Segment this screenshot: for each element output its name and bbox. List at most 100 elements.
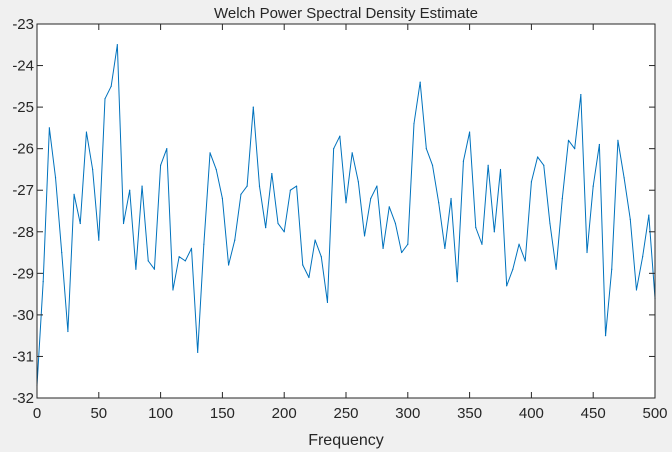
chart-title: Welch Power Spectral Density Estimate: [214, 5, 478, 22]
data-point: [555, 268, 557, 270]
data-point: [42, 281, 44, 283]
data-point: [351, 152, 353, 154]
data-point: [518, 243, 520, 245]
data-point: [283, 231, 285, 233]
data-point: [234, 239, 236, 241]
y-tick-label: -24: [12, 58, 34, 75]
y-tick-label: -27: [12, 182, 34, 199]
data-point: [295, 185, 298, 187]
data-point: [475, 227, 477, 229]
data-point: [116, 44, 118, 46]
data-point: [487, 164, 489, 166]
data-point: [73, 193, 75, 195]
data-point: [543, 164, 545, 166]
data-point: [221, 197, 223, 200]
data-point: [598, 143, 600, 146]
data-point: [104, 98, 106, 100]
data-point: [401, 251, 403, 254]
data-point: [444, 247, 446, 249]
x-tick-label: 0: [33, 405, 41, 422]
data-point: [363, 235, 366, 237]
data-point: [240, 193, 242, 195]
data-point: [277, 222, 279, 225]
data-point: [512, 268, 514, 270]
data-point: [462, 160, 465, 162]
y-tick-label: -29: [12, 265, 34, 282]
data-point: [431, 164, 434, 166]
data-point: [314, 239, 316, 241]
data-point: [265, 227, 267, 229]
data-point: [345, 202, 347, 204]
data-point: [98, 239, 100, 241]
data-point: [388, 206, 390, 208]
x-tick-label: 400: [519, 405, 544, 422]
data-point: [586, 251, 588, 254]
data-point: [574, 148, 576, 150]
data-point: [92, 168, 94, 171]
data-point: [339, 135, 341, 137]
data-point: [333, 148, 335, 150]
data-point: [122, 222, 125, 225]
data-point: [413, 123, 415, 125]
x-tick-label: 50: [90, 405, 107, 422]
data-point: [252, 106, 254, 108]
x-tick-label: 500: [642, 405, 667, 422]
data-point: [419, 81, 421, 83]
data-point: [456, 281, 458, 283]
plot-area: [37, 24, 655, 398]
data-layer: [36, 44, 656, 387]
data-point: [227, 264, 230, 266]
y-axis: -32 -31 -30 -29 -28 -27 -26 -25 -24 -23: [12, 16, 655, 407]
data-point: [178, 256, 180, 258]
y-tick-label: -30: [12, 307, 34, 324]
data-point: [308, 276, 310, 279]
data-point: [110, 85, 112, 87]
y-tick-label: -25: [12, 99, 34, 116]
data-point: [530, 181, 533, 183]
x-tick-label: 350: [457, 405, 482, 422]
x-tick-label: 300: [395, 405, 420, 422]
data-point: [258, 185, 261, 187]
data-point: [190, 247, 193, 249]
data-point: [592, 185, 594, 187]
data-point: [203, 243, 205, 245]
data-point: [67, 330, 69, 333]
data-point: [549, 222, 551, 225]
data-point: [524, 260, 526, 262]
y-tick-label: -32: [12, 390, 34, 407]
data-point: [611, 268, 613, 270]
data-point: [617, 139, 619, 141]
data-point: [326, 301, 329, 304]
data-point: [79, 222, 81, 225]
data-point: [438, 202, 440, 204]
data-point: [481, 243, 483, 245]
y-tick-label: -26: [12, 141, 34, 158]
data-point: [567, 139, 570, 141]
data-point: [648, 214, 650, 216]
data-point: [382, 247, 384, 249]
y-tick-label: -23: [12, 16, 34, 33]
data-point: [493, 231, 495, 233]
x-tick-label: 150: [210, 405, 235, 422]
data-point: [160, 164, 162, 166]
data-point: [129, 189, 131, 191]
data-point: [394, 222, 397, 225]
data-point: [536, 156, 539, 158]
data-point: [357, 181, 359, 183]
y-tick-label: -28: [12, 224, 34, 241]
data-point: [320, 256, 322, 258]
data-point: [425, 148, 427, 150]
data-point: [629, 218, 631, 220]
data-point: [499, 168, 502, 171]
data-point: [209, 152, 211, 154]
data-point: [166, 148, 168, 150]
data-point: [506, 285, 508, 287]
data-point: [289, 189, 291, 191]
data-point: [135, 268, 137, 270]
x-tick-label: 200: [272, 405, 297, 422]
data-point: [635, 289, 638, 291]
data-point: [561, 197, 563, 200]
x-tick-label: 250: [333, 405, 358, 422]
data-point: [184, 260, 186, 262]
